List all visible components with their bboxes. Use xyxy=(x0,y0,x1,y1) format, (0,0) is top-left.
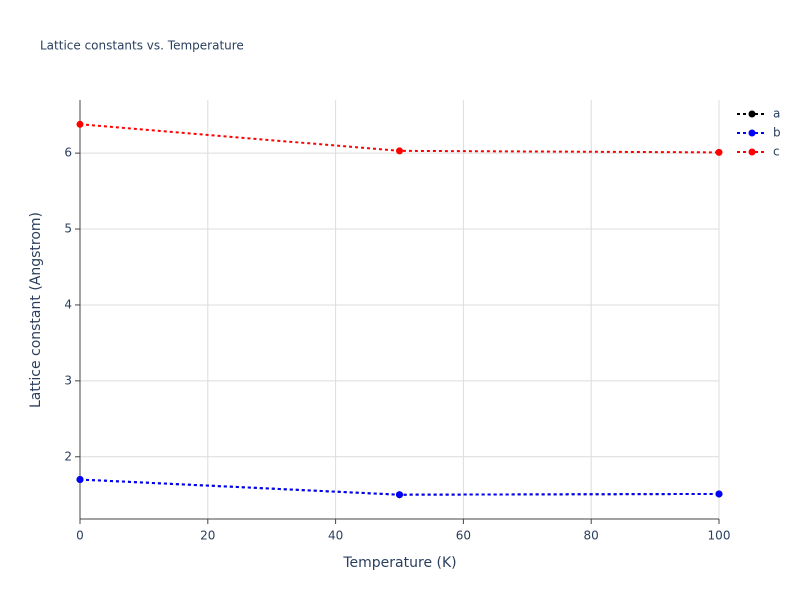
chart-title: Lattice constants vs. Temperature xyxy=(40,39,244,53)
legend-marker xyxy=(748,148,756,156)
data-point xyxy=(715,148,723,156)
data-point xyxy=(396,491,403,499)
legend-label: c xyxy=(773,145,780,159)
data-point xyxy=(396,147,403,155)
y-tick-label: 4 xyxy=(64,297,72,311)
legend-label: b xyxy=(773,126,781,140)
legend-marker xyxy=(748,110,756,118)
x-tick-label: 0 xyxy=(76,529,84,543)
data-point xyxy=(715,490,723,498)
y-tick-label: 6 xyxy=(64,146,72,160)
x-tick-label: 60 xyxy=(456,529,471,543)
data-point xyxy=(76,120,84,128)
x-tick-label: 100 xyxy=(708,529,731,543)
x-tick-label: 20 xyxy=(200,529,215,543)
x-tick-label: 80 xyxy=(584,529,599,543)
x-axis-title: Temperature (K) xyxy=(342,555,456,571)
legend-label: a xyxy=(773,107,780,121)
data-point xyxy=(76,476,84,484)
x-tick-label: 40 xyxy=(328,529,343,543)
y-tick-label: 3 xyxy=(64,373,72,387)
y-axis-title: Lattice constant (Angstrom) xyxy=(28,212,44,408)
y-tick-label: 5 xyxy=(64,222,72,236)
y-tick-label: 2 xyxy=(64,449,72,463)
legend-marker xyxy=(748,129,756,137)
